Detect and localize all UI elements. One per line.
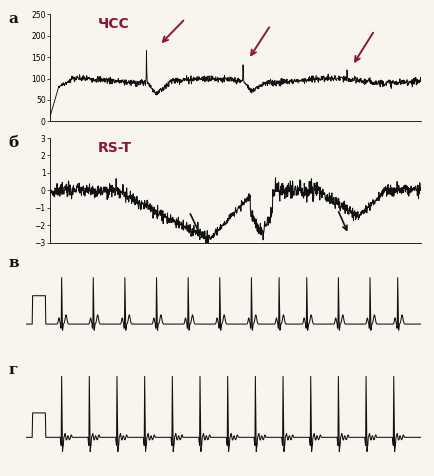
- Text: RS-T: RS-T: [98, 141, 132, 155]
- Text: ЧСС: ЧСС: [98, 18, 130, 31]
- Text: а: а: [9, 12, 19, 26]
- Text: б: б: [9, 136, 19, 149]
- Text: г: г: [9, 363, 18, 377]
- Text: в: в: [9, 256, 19, 270]
